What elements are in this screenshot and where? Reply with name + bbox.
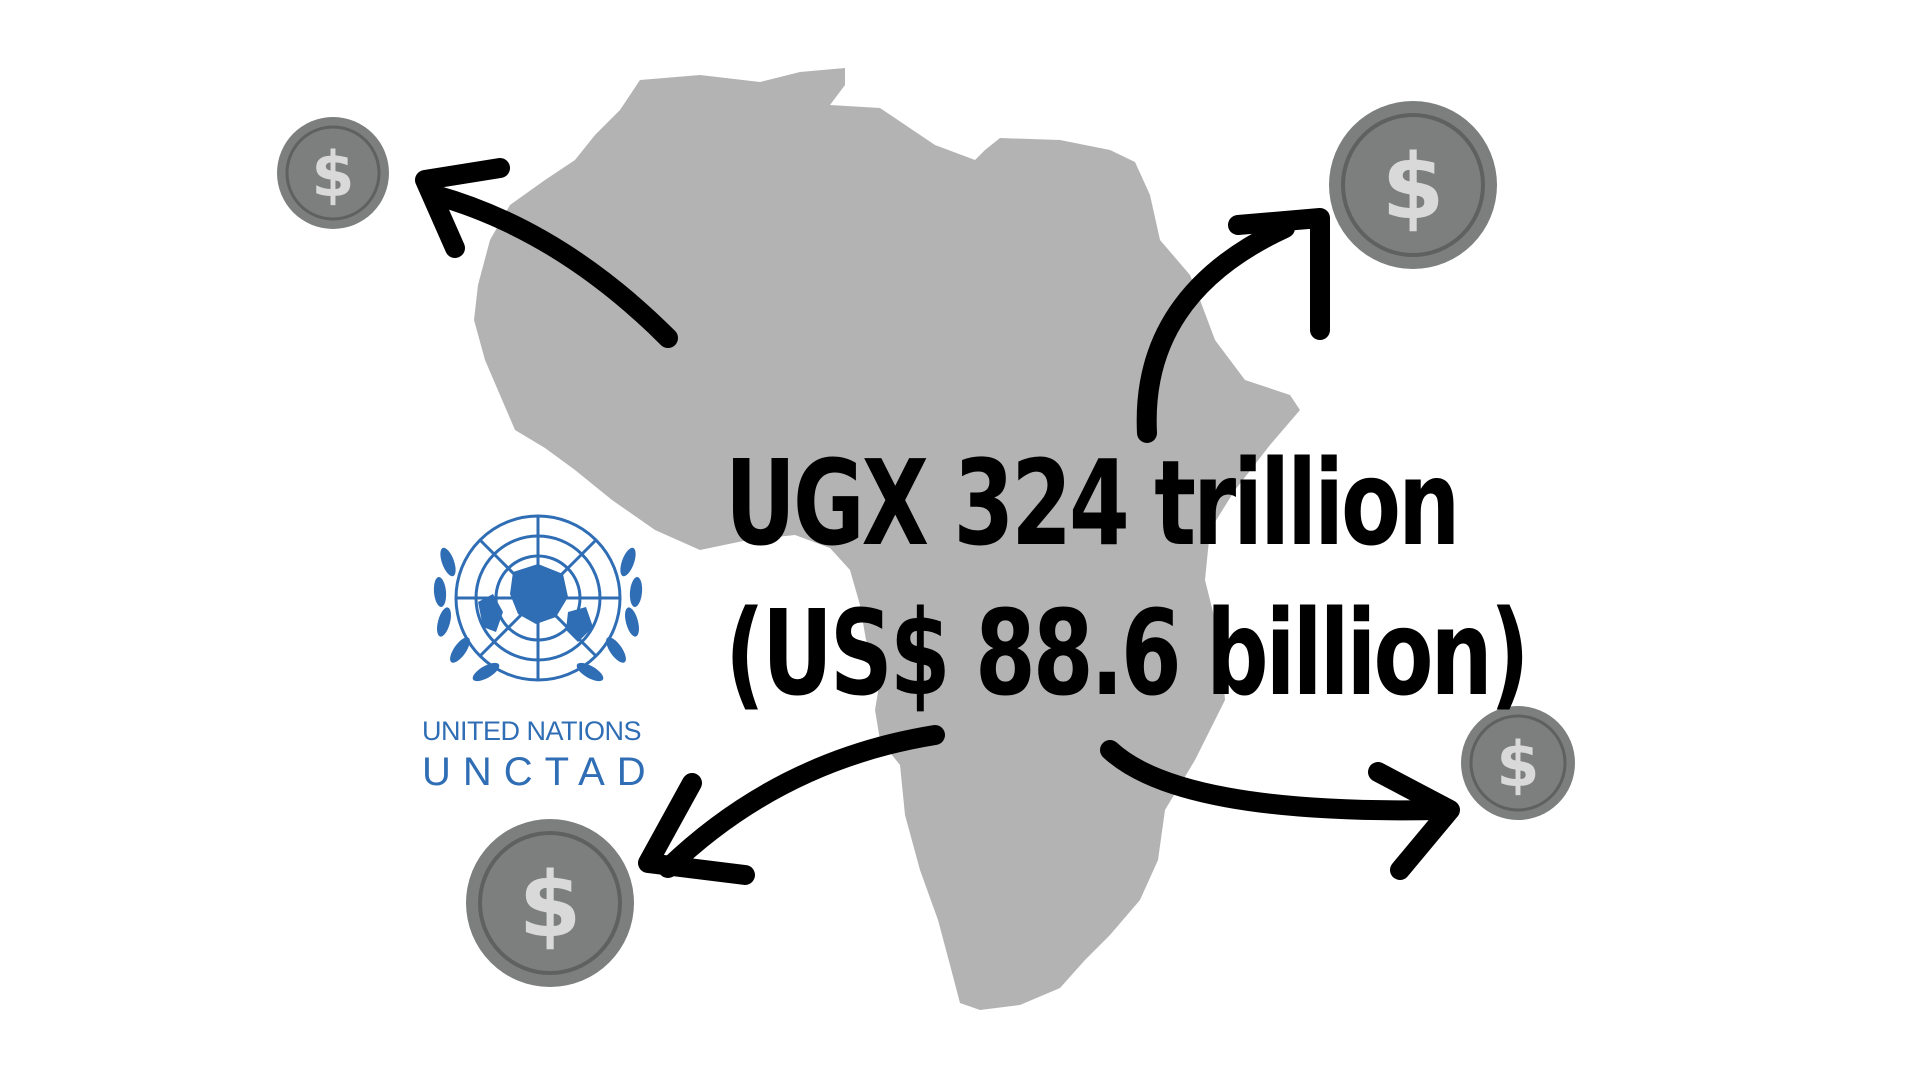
dollar-coin-icon: $ xyxy=(1329,101,1497,269)
headline: UGX 324 trillion (US$ 88.6 billion) xyxy=(725,428,1613,728)
africa-map xyxy=(474,68,1300,1010)
headline-amount-ugx: UGX 324 trillion xyxy=(725,434,1460,572)
arrow-northeast xyxy=(1136,218,1295,443)
unctad-logo: UNITED NATIONS UNCTAD xyxy=(418,502,658,802)
coin-symbol: $ xyxy=(1496,728,1539,801)
dollar-coin-icon: $ xyxy=(466,819,634,987)
logo-subtitle: UNCTAD xyxy=(422,750,658,794)
coin-symbol: $ xyxy=(1382,135,1445,240)
un-emblem-icon xyxy=(433,514,643,682)
dollar-coin-icon: $ xyxy=(1461,706,1575,820)
logo-name: UNITED NATIONS xyxy=(422,716,642,746)
arrowhead-southeast xyxy=(1368,762,1460,880)
arrow-northwest xyxy=(425,185,678,348)
arrow-southwest xyxy=(658,725,945,878)
coin-symbol: $ xyxy=(519,853,582,958)
arrowhead-northwest xyxy=(415,158,510,258)
arrowhead-southwest xyxy=(638,773,755,885)
headline-amount-usd: (US$ 88.6 billion) xyxy=(725,584,1530,722)
arrowhead-northeast xyxy=(1228,208,1330,340)
coin-symbol: $ xyxy=(311,138,354,211)
dollar-coin-icon: $ xyxy=(277,117,389,229)
arrow-southeast xyxy=(1100,740,1450,821)
